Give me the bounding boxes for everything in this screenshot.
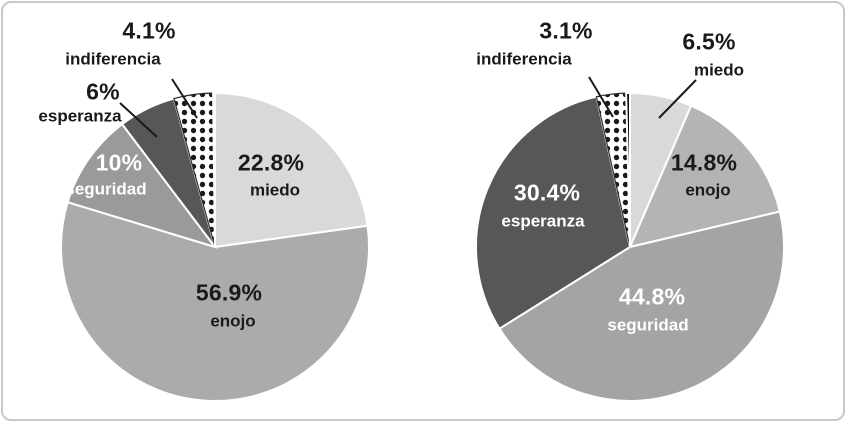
left-esperanza-pct-label: 6% (86, 78, 120, 105)
pie-slice-seguridad (498, 210, 785, 402)
leader-lines (119, 76, 697, 138)
right-miedo-pct-label: 6.5% (682, 28, 736, 55)
pie-slice-unlabeled (212, 91, 216, 248)
leader-line-right-indiferencia (588, 76, 614, 118)
left-miedo-name-label: miedo (249, 180, 301, 200)
pie-slice-seguridad (66, 122, 218, 249)
right-enojo-name-label: enojo (685, 180, 731, 200)
right-enojo-pct-label: 14.8% (670, 149, 738, 176)
leader-line-left-esperanza (119, 102, 158, 138)
right-seguridad-pct-label: 44.8% (618, 283, 686, 310)
right-indiferencia-pct-label: 3.1% (539, 17, 593, 44)
left-seguridad-name-label: seguridad (65, 179, 147, 199)
left-esperanza-name-label: esperanza (38, 106, 122, 126)
right-seguridad-name-label: seguridad (607, 315, 689, 335)
left-seguridad-pct-label: 10% (95, 149, 143, 176)
pie-slice-enojo (628, 104, 782, 249)
right-miedo-name-label: miedo (693, 60, 745, 80)
left-indiferencia-name-label: indiferencia (65, 49, 161, 69)
pie-slice-enojo (60, 200, 370, 402)
left-miedo-pct-label: 22.8% (237, 149, 305, 176)
pie-right (475, 91, 785, 402)
pie-slice-esperanza (475, 95, 632, 331)
pie-left (60, 91, 370, 402)
left-indiferencia-pct-label: 4.1% (122, 17, 176, 44)
pie-slice-miedo (214, 91, 369, 249)
pie-slice-unlabeled (625, 91, 631, 248)
right-esperanza-name-label: esperanza (501, 211, 585, 231)
right-indiferencia-name-label: indiferencia (476, 49, 572, 69)
leader-line-right-miedo (658, 79, 697, 119)
right-esperanza-pct-label: 30.4% (513, 179, 581, 206)
left-enojo-name-label: enojo (210, 311, 256, 331)
left-enojo-pct-label: 56.9% (195, 279, 263, 306)
leader-line-left-indiferencia (171, 78, 198, 119)
